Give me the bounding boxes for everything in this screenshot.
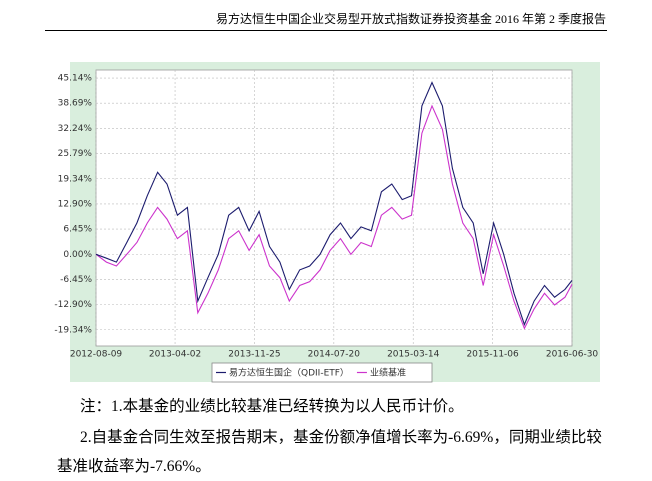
y-tick-label: 45.14% xyxy=(58,74,93,84)
header-rule xyxy=(45,30,607,31)
x-tick-label: 2014-07-20 xyxy=(308,350,361,360)
header-title: 易方达恒生中国企业交易型开放式指数证券投资基金 2016 年第 2 季度报告 xyxy=(215,12,606,26)
y-tick-label: -12.90% xyxy=(54,300,92,310)
series-line xyxy=(95,81,573,327)
legend-box xyxy=(211,362,433,383)
y-tick-label: 32.24% xyxy=(58,124,93,134)
y-tick-label: 0.00% xyxy=(63,250,92,260)
series-line xyxy=(95,104,573,330)
y-tick-label: -19.34% xyxy=(54,325,92,335)
x-tick-label: 2016-06-30 xyxy=(546,350,599,360)
x-tick-label: 2012-08-09 xyxy=(70,350,123,360)
x-tick-label: 2015-11-06 xyxy=(466,350,519,360)
legend-label: 业绩基准 xyxy=(370,367,406,379)
y-tick-label: -6.45% xyxy=(60,275,92,285)
y-tick-label: 12.90% xyxy=(58,199,93,209)
chart: -19.34% -12.90% -6.45% 0.00% 6.45% 12.90% 19.3… xyxy=(54,62,600,383)
y-tick-label: 25.79% xyxy=(58,149,93,159)
x-tick-label: 2015-03-14 xyxy=(387,350,440,360)
y-tick-label: 19.34% xyxy=(58,174,93,184)
note: 注：1.本基金的业绩比较基准已经转换为以人民币计价。 xyxy=(80,398,464,415)
note: 2.自基金合同生效至报告期末，基金份额净值增长率为-6.69%，同期业绩比较基准… xyxy=(57,429,602,475)
legend-label: 易方达恒生国企（QDII-ETF） xyxy=(229,367,349,379)
y-tick-label: 38.69% xyxy=(58,99,93,109)
x-tick-label: 2013-11-25 xyxy=(228,350,280,360)
y-tick-label: 6.45% xyxy=(63,225,92,235)
x-tick-label: 2013-04-02 xyxy=(149,350,201,360)
